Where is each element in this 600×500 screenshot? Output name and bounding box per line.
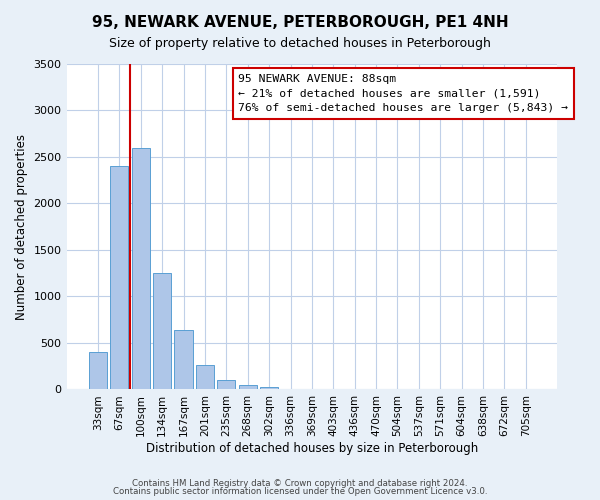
Bar [110, 166, 128, 390]
Bar [153, 273, 171, 390]
Bar [89, 352, 107, 390]
Text: 95 NEWARK AVENUE: 88sqm
← 21% of detached houses are smaller (1,591)
76% of semi: 95 NEWARK AVENUE: 88sqm ← 21% of detache… [238, 74, 568, 114]
Bar [196, 366, 214, 390]
Text: 95, NEWARK AVENUE, PETERBOROUGH, PE1 4NH: 95, NEWARK AVENUE, PETERBOROUGH, PE1 4NH [92, 15, 508, 30]
Y-axis label: Number of detached properties: Number of detached properties [15, 134, 28, 320]
Bar [260, 386, 278, 390]
Bar [217, 380, 235, 390]
Bar [175, 330, 193, 390]
Bar [131, 148, 150, 390]
Text: Size of property relative to detached houses in Peterborough: Size of property relative to detached ho… [109, 38, 491, 51]
X-axis label: Distribution of detached houses by size in Peterborough: Distribution of detached houses by size … [146, 442, 478, 455]
Bar [239, 385, 257, 390]
Text: Contains HM Land Registry data © Crown copyright and database right 2024.: Contains HM Land Registry data © Crown c… [132, 478, 468, 488]
Bar [281, 388, 299, 390]
Text: Contains public sector information licensed under the Open Government Licence v3: Contains public sector information licen… [113, 487, 487, 496]
